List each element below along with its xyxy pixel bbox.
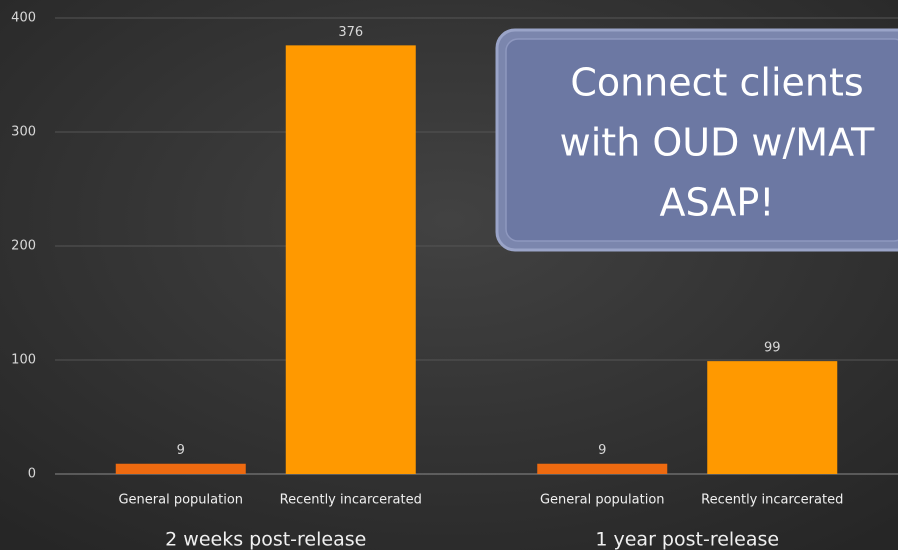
x-tick-label: General population (540, 493, 665, 508)
data-label: 9 (177, 443, 185, 458)
x-tick-label: Recently incarcerated (701, 493, 843, 508)
x-tick-label: General population (118, 493, 243, 508)
x-group-label: 2 weeks post-release (165, 529, 366, 550)
data-label: 9 (598, 443, 606, 458)
callout-text: Connect clients (570, 61, 863, 105)
bar (285, 45, 416, 475)
callout-text: ASAP! (660, 181, 775, 225)
y-tick-label: 300 (11, 125, 36, 140)
bar (115, 463, 246, 474)
callout-inner (505, 38, 898, 242)
data-label: 376 (338, 25, 363, 40)
data-label: 99 (764, 341, 781, 356)
bar (537, 463, 668, 474)
bar (707, 361, 838, 474)
y-tick-label: 200 (11, 239, 36, 254)
x-group-label: 1 year post-release (595, 529, 779, 550)
y-tick-label: 0 (28, 467, 36, 482)
callout-text: with OUD w/MAT (560, 121, 875, 165)
x-tick-label: Recently incarcerated (280, 493, 422, 508)
y-tick-label: 100 (11, 353, 36, 368)
y-tick-label: 400 (11, 11, 36, 26)
